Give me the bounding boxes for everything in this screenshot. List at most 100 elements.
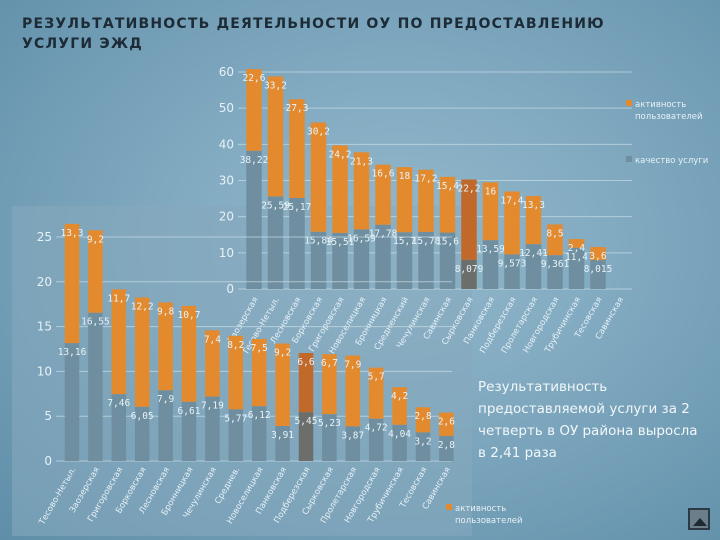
chart1-label-quality: 9,361 <box>541 259 570 270</box>
chart1-bar-quality <box>246 150 262 289</box>
chart2-bar-quality <box>368 418 384 461</box>
chart1-bar-quality <box>289 197 305 289</box>
chart2-bar-quality <box>415 432 431 461</box>
chart2-bar-activity <box>322 354 337 415</box>
chart1-bar-activity <box>590 247 606 261</box>
chart1-y-tick: 40 <box>219 137 234 151</box>
home-nav-button[interactable] <box>688 508 710 530</box>
chart1-label-activity: 13,3 <box>522 200 545 211</box>
chart1-bar-activity <box>353 152 370 230</box>
chart1-bar-activity <box>375 164 391 225</box>
chart1-label-quality: 8,079 <box>455 264 484 275</box>
chart1-label-activity: 18 <box>399 171 411 182</box>
chart1-legend-swatch-quality <box>626 156 632 162</box>
chart2-y-tick: 25 <box>37 230 52 244</box>
chart2-bar-activity <box>251 338 267 407</box>
chart2-bar-quality <box>134 406 150 461</box>
chart2-label-quality: 13,16 <box>58 347 87 358</box>
chart2-label-quality: 5,77 <box>224 413 247 424</box>
chart1-bar-quality <box>375 224 391 289</box>
chart1-bar-quality <box>418 231 434 289</box>
chart2-label-quality: 2,8 <box>438 440 455 451</box>
chart2-label-quality: 6,12 <box>248 410 271 421</box>
chart1-label-activity: 17,2 <box>415 174 438 185</box>
chart2-bar-quality <box>298 412 314 461</box>
chart2-label-activity: 13,3 <box>61 228 84 239</box>
chart1-bar-activity <box>396 167 413 233</box>
chart1-y-tick: 10 <box>219 246 234 260</box>
chart2-label-activity: 9,8 <box>157 306 174 317</box>
chart2-bar-activity <box>275 343 290 426</box>
chart1-y-tick: 0 <box>226 282 234 296</box>
chart2-bar-activity <box>415 407 431 433</box>
chart2-bar-activity <box>368 367 384 419</box>
chart1-bar-quality <box>353 229 370 289</box>
chart1-bar-activity <box>310 122 327 232</box>
chart2-label-activity: 5,7 <box>368 372 385 383</box>
chart2-label-quality: 7,19 <box>201 401 224 412</box>
chart2-legend-swatch-activity <box>446 504 452 510</box>
chart2-label-quality: 4,04 <box>388 429 411 440</box>
chart2-label-activity: 12,2 <box>131 301 154 312</box>
chart2-y-tick: 10 <box>37 364 52 378</box>
chart2-bar-quality <box>181 401 197 461</box>
chart1-bar-activity <box>332 145 348 233</box>
chart1-bar-quality <box>504 254 520 289</box>
chart2-bar-activity <box>298 353 314 413</box>
chart1-label-activity: 27,3 <box>286 103 309 114</box>
chart1-bar-activity <box>568 239 585 248</box>
chart2-label-activity: 7,9 <box>344 360 361 371</box>
slide-title: РЕЗУЛЬТАТИВНОСТЬ ДЕЯТЕЛЬНОСТИ ОУ ПО ПРЕД… <box>22 16 605 52</box>
chart2-bar-quality <box>158 390 173 461</box>
chart2-legend-activity-line1: активность <box>455 504 506 514</box>
chart1-bar-activity <box>547 224 563 256</box>
chart1-label-quality: 9,573 <box>498 258 527 269</box>
chart1-y-tick: 30 <box>219 174 234 188</box>
chart2-bar-activity <box>439 412 454 436</box>
chart2-y-tick: 5 <box>44 409 52 423</box>
chart2-label-quality: 4,72 <box>365 423 388 434</box>
chart2-bar-quality <box>322 414 337 461</box>
chart2-bar-activity <box>64 223 80 344</box>
chart1-label-quality: 15,78 <box>412 236 441 247</box>
chart1-label-quality: 12,41 <box>519 248 548 259</box>
chart2-label-quality: 5,45 <box>295 416 318 427</box>
chart2-bar-activity <box>228 335 244 410</box>
chart1-legend-quality: качество услуги <box>635 156 708 166</box>
chart2-label-activity: 2,8 <box>414 411 431 422</box>
chart2-y-tick: 15 <box>37 320 52 334</box>
chart1-label-activity: 8,5 <box>546 228 563 239</box>
chart2-label-activity: 9,2 <box>274 348 291 359</box>
chart2-bar-activity <box>158 302 173 391</box>
chart1-bar-quality <box>461 259 477 289</box>
chart1-bar-activity <box>289 99 305 198</box>
chart1-label-quality: 16,59 <box>347 233 376 244</box>
chart2-bar-quality <box>392 424 407 461</box>
chart1-bar-activity <box>461 179 477 260</box>
chart1-label-activity: 16 <box>485 186 497 197</box>
chart1-label-activity: 15,4 <box>436 181 459 192</box>
chart2-label-activity: 7,5 <box>251 343 268 354</box>
chart1-bar-quality <box>396 232 413 289</box>
result-note: Результативность предоставляемой услуги … <box>478 379 698 461</box>
chart1-label-activity: 17,4 <box>501 195 524 206</box>
chart1-label-quality: 15,51 <box>326 237 355 248</box>
chart2-label-activity: 8,2 <box>227 340 244 351</box>
chart2-legend-activity-line2: пользователей <box>455 516 523 526</box>
chart1-label-quality: 25,59 <box>261 200 290 211</box>
chart2-bar-activity <box>205 330 220 397</box>
chart2-bar-quality <box>251 406 267 461</box>
chart2-label-activity: 2,6 <box>438 417 455 428</box>
chart2-label-quality: 3,91 <box>271 430 294 441</box>
chart1-label-activity: 33,2 <box>264 80 287 91</box>
chart2-bar-quality <box>275 425 290 461</box>
chart2-label-quality: 7,9 <box>157 394 174 405</box>
chart2-label-quality: 3,87 <box>341 430 364 441</box>
chart1-bar-activity <box>267 76 284 197</box>
chart1-label-activity: 24,2 <box>329 149 352 160</box>
chart2-bar-quality <box>439 435 454 461</box>
chart1-label-activity: 30,2 <box>307 126 330 137</box>
chart2-bar-quality <box>64 343 80 461</box>
chart1-bar-quality <box>590 260 606 289</box>
